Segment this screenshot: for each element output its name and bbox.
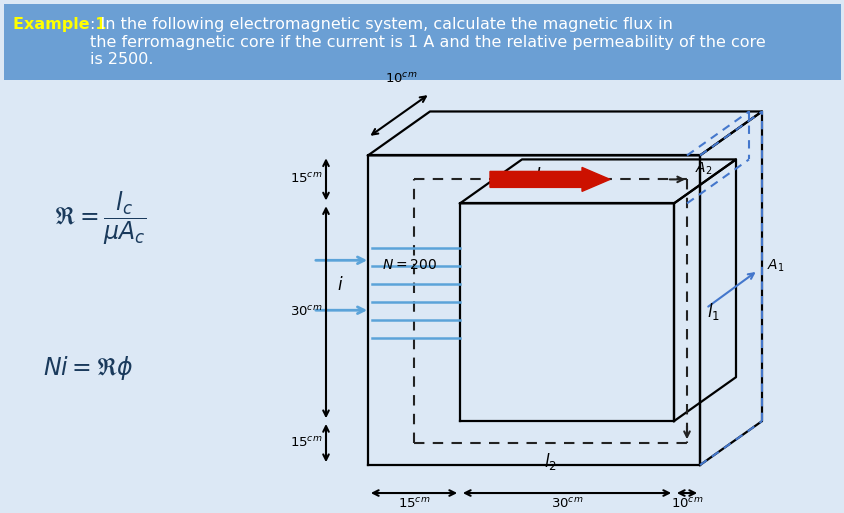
Text: 10$^{cm}$: 10$^{cm}$: [384, 71, 417, 86]
Text: 15$^{cm}$: 15$^{cm}$: [289, 172, 322, 186]
Text: $Ni = \mathfrak{R}\phi$: $Ni = \mathfrak{R}\phi$: [42, 354, 133, 382]
Text: $\phi$: $\phi$: [530, 165, 544, 187]
Text: 30$^{cm}$: 30$^{cm}$: [289, 305, 322, 319]
Text: $l_1$: $l_1$: [706, 301, 719, 322]
Text: $A_2$: $A_2$: [694, 161, 711, 177]
Text: $i$: $i$: [337, 277, 343, 294]
Text: $A_1$: $A_1$: [766, 258, 783, 274]
Text: $N = 200$: $N = 200$: [381, 258, 436, 272]
FancyArrow shape: [490, 167, 609, 191]
Text: 15$^{cm}$: 15$^{cm}$: [398, 497, 430, 511]
Text: 30$^{cm}$: 30$^{cm}$: [550, 497, 582, 511]
Text: $l_2$: $l_2$: [544, 451, 556, 472]
Text: 10$^{cm}$: 10$^{cm}$: [670, 497, 702, 511]
Text: $\mathfrak{R} = \dfrac{l_c}{\mu A_c}$: $\mathfrak{R} = \dfrac{l_c}{\mu A_c}$: [54, 190, 146, 247]
FancyBboxPatch shape: [0, 2, 844, 82]
Text: 15$^{cm}$: 15$^{cm}$: [289, 436, 322, 450]
Text: : In the following electromagnetic system, calculate the magnetic flux in
the fe: : In the following electromagnetic syste…: [89, 17, 765, 67]
Text: Example 1: Example 1: [13, 17, 106, 32]
